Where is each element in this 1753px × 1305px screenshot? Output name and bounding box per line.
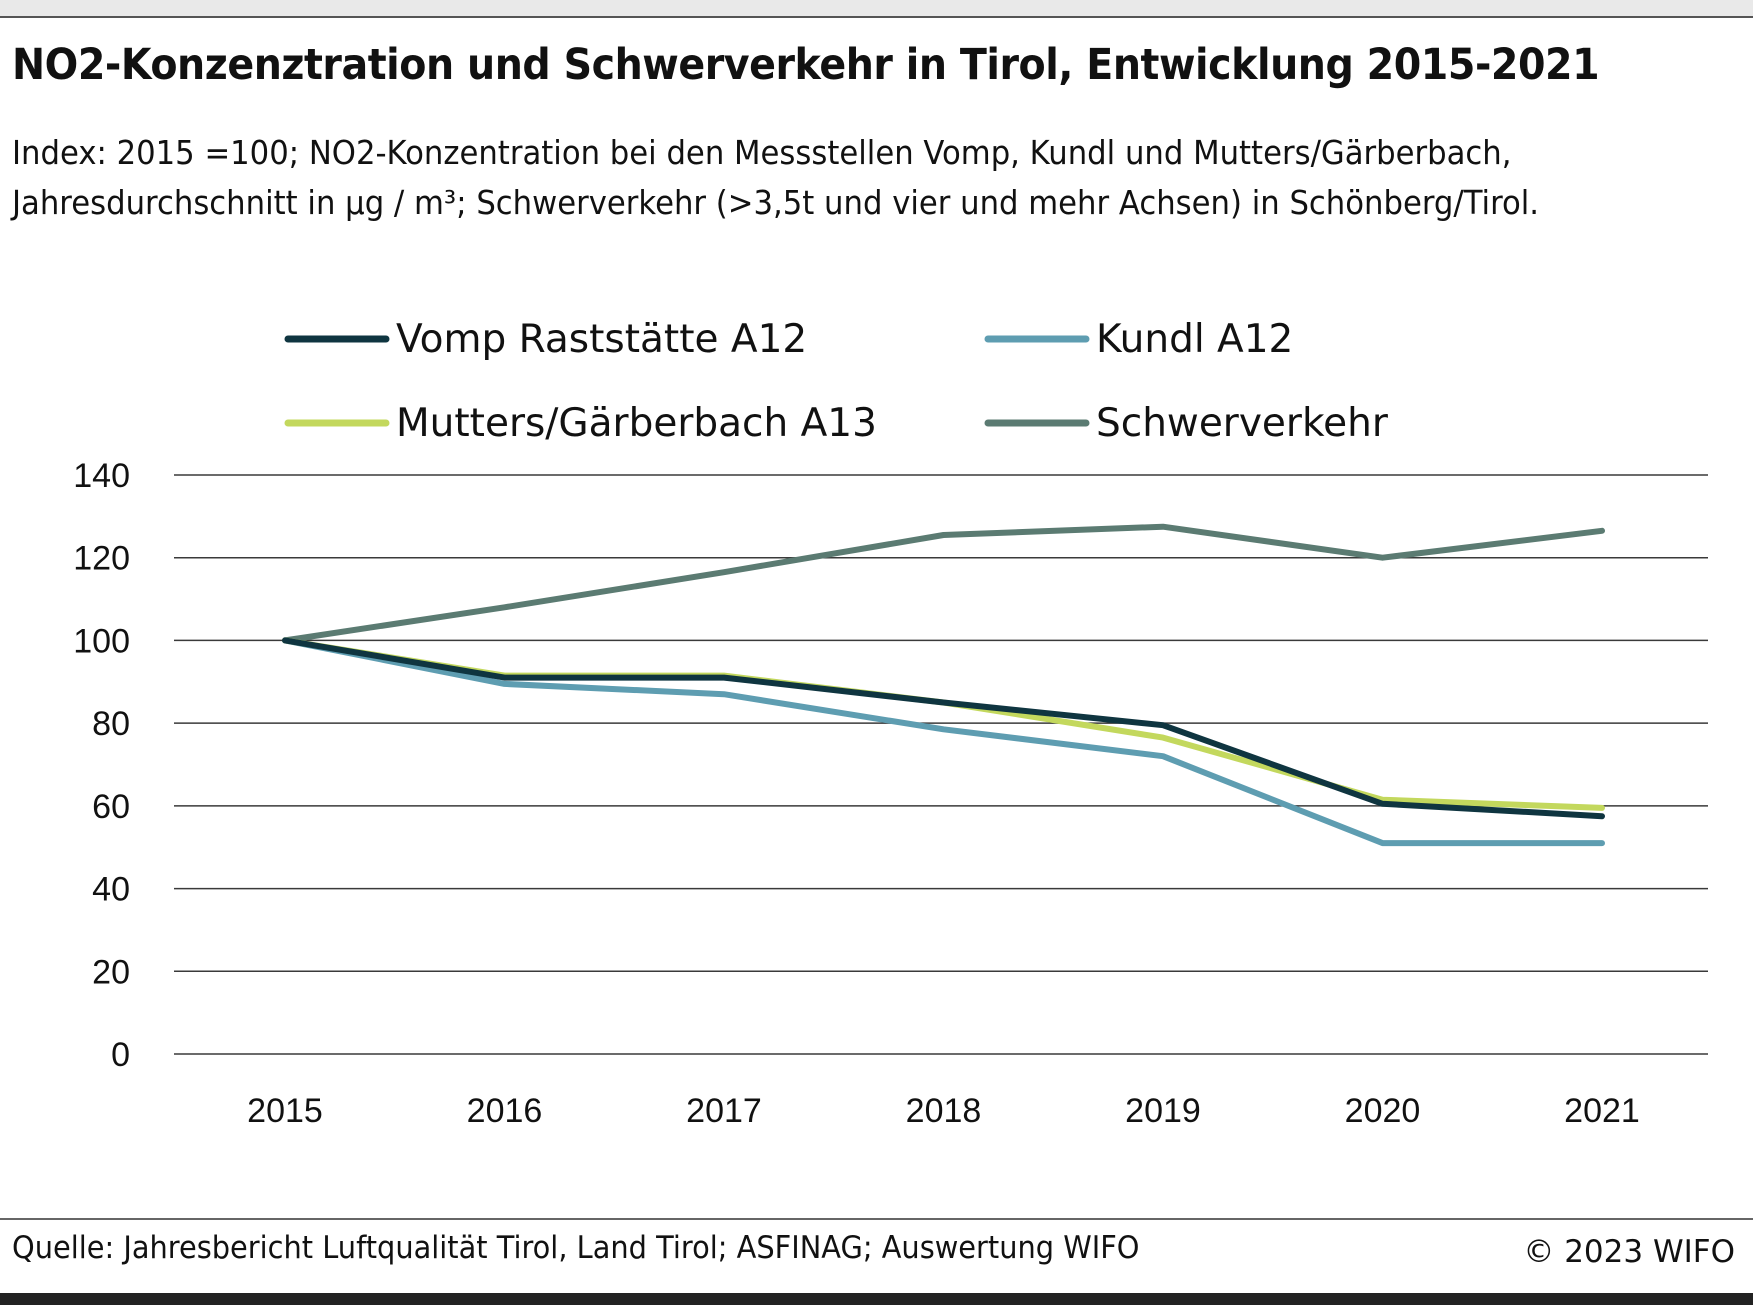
footer-rule: [0, 1218, 1753, 1220]
copyright-note: © 2023 WIFO: [1523, 1234, 1735, 1270]
y-tick-label: 140: [73, 457, 130, 495]
chart-legend: Vomp Raststätte A12 Kundl A12 Mutters/Gärb…: [284, 317, 1389, 446]
x-tick-label: 2016: [467, 1092, 543, 1130]
y-tick-label: 0: [111, 1036, 130, 1074]
x-tick-label: 2019: [1125, 1092, 1201, 1130]
top-bar: [0, 0, 1753, 16]
y-tick-label: 100: [73, 622, 130, 660]
y-axis-tick-labels: 0 20 40 60 80 100 120 140: [73, 457, 130, 1074]
series-line-schwerverkehr: [282, 523, 1605, 644]
y-tick-label: 120: [73, 540, 130, 578]
chart-title: NO2-Konzenztration und Schwerverkehr in …: [12, 40, 1600, 90]
subtitle-line-1: Index: 2015 =100; NO2-Konzentration bei …: [12, 133, 1512, 172]
gridlines: [174, 474, 1708, 1055]
source-note: Quelle: Jahresbericht Luftqualität Tirol…: [12, 1230, 1140, 1266]
legend-label: Mutters/Gärberbach A13: [396, 401, 877, 446]
legend-label: Kundl A12: [1096, 317, 1293, 362]
y-tick-label: 60: [92, 788, 130, 826]
legend-label: Schwerverkehr: [1096, 401, 1389, 446]
y-tick-label: 40: [92, 871, 130, 909]
series-line-vomp-rastst-tte-a12: [282, 637, 1605, 820]
x-axis-tick-labels: 2015 2016 2017 2018 2019 2020 2021: [247, 1092, 1640, 1130]
x-tick-label: 2018: [906, 1092, 982, 1130]
x-tick-label: 2021: [1564, 1092, 1640, 1130]
top-rule: [0, 16, 1753, 18]
subtitle-line-2: Jahresdurchschnitt in µg / m³; Schwerver…: [12, 183, 1540, 222]
chart-subtitle: Index: 2015 =100; NO2-Konzentration bei …: [12, 128, 1539, 228]
series-lines: [282, 523, 1605, 847]
x-tick-label: 2017: [686, 1092, 762, 1130]
x-tick-label: 2015: [247, 1092, 323, 1130]
series-line-kundl-a12: [282, 637, 1605, 847]
series-line-mutters-g-rberbach-a13: [282, 637, 1605, 811]
legend-label: Vomp Raststätte A12: [396, 317, 807, 362]
x-tick-label: 2020: [1345, 1092, 1421, 1130]
y-tick-label: 80: [92, 705, 130, 743]
bottom-bar: [0, 1293, 1753, 1305]
y-tick-label: 20: [92, 953, 130, 991]
